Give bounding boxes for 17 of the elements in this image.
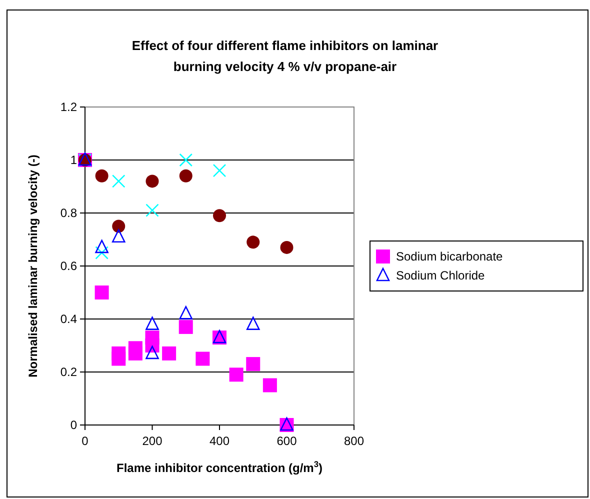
y-tick-label: 0.8 [60,206,78,220]
x-tick-label: 0 [82,434,89,448]
chart-title: Effect of four different flame inhibitors on laminar burning velocity 4 % v/v propane-air [132,38,438,74]
x-tick-label: 600 [276,434,298,448]
y-tick-label: 1.2 [60,100,78,114]
x-tick-label: 200 [142,434,163,448]
y-tick-label: 0.2 [60,365,78,380]
legend-label: Sodium bicarbonate [396,250,504,264]
x-axis-title: Flame inhibitor concentration (g/m$^{3}$) [116,459,323,475]
y-tick-label: 1 [70,153,78,168]
y-axis-title: Normalised laminar burning velocity (-) [26,154,40,378]
y-tick-label: 0.6 [60,259,78,274]
y-tick-label: 0.4 [60,312,78,326]
x-tick-label: 400 [209,434,230,448]
y-tick-label: 0 [70,418,78,432]
x-tick-label: 800 [344,434,364,448]
legend-label: Sodium Chloride [396,268,486,283]
